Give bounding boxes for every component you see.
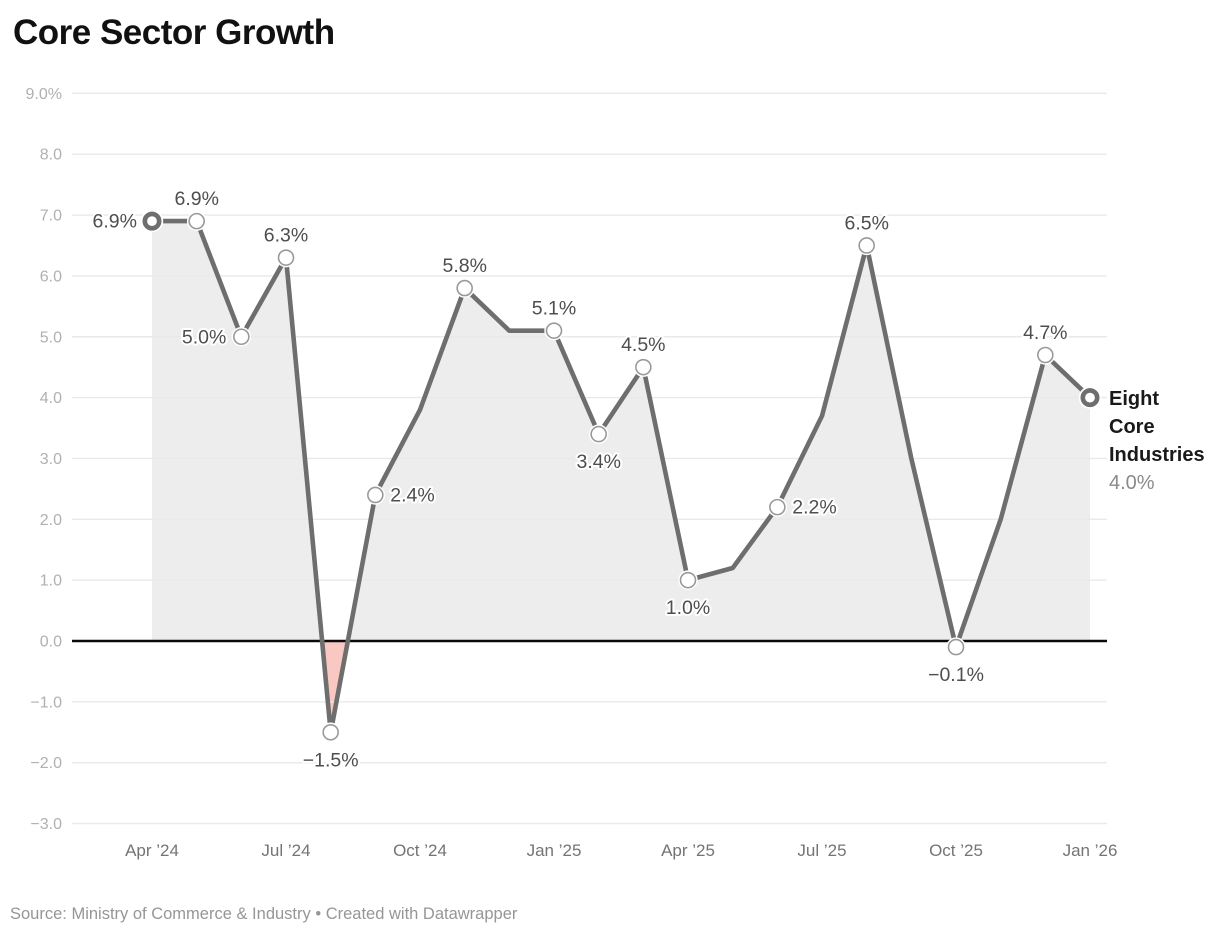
data-label: 2.4% <box>390 485 434 507</box>
data-point-endpoint <box>142 211 162 231</box>
data-point <box>188 212 205 230</box>
series-annotation-line: Core <box>1109 416 1155 438</box>
data-label: 6.3% <box>264 225 308 247</box>
series-annotation-line: Industries <box>1109 444 1205 466</box>
y-axis-tick-label: 3.0 <box>40 451 62 468</box>
y-axis-tick-label: 4.0 <box>40 390 62 407</box>
y-axis-tick-label: 0.0 <box>40 634 62 651</box>
y-axis-tick-label: 9.0% <box>26 86 62 103</box>
x-axis-tick-label: Jul ’25 <box>797 841 846 860</box>
x-axis-tick-label: Oct ’24 <box>393 841 447 860</box>
data-label: −1.5% <box>303 749 359 771</box>
data-label: 4.5% <box>621 334 665 356</box>
y-axis-tick-label: 7.0 <box>40 208 62 225</box>
series-annotation-line: Eight <box>1109 388 1159 410</box>
data-point <box>456 279 473 297</box>
data-label: 3.4% <box>576 451 620 473</box>
series-line <box>149 218 1093 735</box>
area-fill-positive <box>152 221 1090 641</box>
data-point <box>947 638 965 656</box>
data-point <box>1037 346 1054 364</box>
data-point <box>769 498 786 516</box>
y-axis-tick-label: −2.0 <box>30 755 62 772</box>
source-footer: Source: Ministry of Commerce & Industry … <box>10 905 518 923</box>
y-axis-tick-label: 8.0 <box>40 147 62 164</box>
x-axis-tick-label: Oct ’25 <box>929 841 983 860</box>
y-axis-labels: 9.0% 8.0 7.0 6.0 5.0 4.0 3.0 2.0 1.0 0.0 −1.0 −2.0 −… <box>26 86 63 833</box>
x-axis-tick-label: Apr ’25 <box>661 841 715 860</box>
data-label: 2.2% <box>792 497 836 519</box>
data-point <box>277 249 295 266</box>
data-point <box>590 425 607 443</box>
y-axis-tick-label: −1.0 <box>30 694 62 711</box>
x-axis-labels: Apr ’24 Jul ’24 Oct ’24 Jan ’25 Apr ’25 Jul ’… <box>125 841 1117 860</box>
data-label: 1.0% <box>666 597 710 619</box>
data-label: 5.8% <box>442 255 486 277</box>
data-point <box>679 571 697 589</box>
series-annotation: Eight Core Industries 4.0% <box>1109 385 1220 497</box>
x-axis-tick-label: Apr ’24 <box>125 841 179 860</box>
data-point <box>233 328 250 346</box>
data-point <box>858 237 875 254</box>
chart-title: Core Sector Growth <box>13 13 335 52</box>
data-label: 5.1% <box>532 298 576 320</box>
data-labels: 6.9% 6.9% 5.0% 6.3% −1.5% 2.4% 5.8% 5.1% 3.4% 4.5… <box>91 186 1070 773</box>
data-point <box>545 322 563 339</box>
x-axis-tick-label: Jan ’25 <box>527 841 582 860</box>
series-annotation-value: 4.0% <box>1109 472 1155 494</box>
data-point-endpoint <box>1080 388 1100 408</box>
data-point <box>322 723 339 741</box>
data-label: 6.9% <box>93 211 137 233</box>
gridlines <box>72 92 1107 825</box>
y-axis-tick-label: −3.0 <box>30 816 62 833</box>
data-points <box>140 209 1102 743</box>
y-axis-tick-label: 2.0 <box>40 512 62 529</box>
data-point <box>367 486 384 504</box>
y-axis-tick-label: 6.0 <box>40 268 62 285</box>
y-axis-tick-label: 5.0 <box>40 329 62 346</box>
y-axis-tick-label: 1.0 <box>40 573 62 590</box>
data-label: 6.5% <box>844 213 888 235</box>
x-axis-tick-label: Jan ’26 <box>1063 841 1118 860</box>
data-label: −0.1% <box>928 664 984 686</box>
x-axis-tick-label: Jul ’24 <box>261 841 310 860</box>
data-label: 6.9% <box>174 188 218 210</box>
data-point <box>635 358 652 376</box>
data-label: 5.0% <box>182 326 226 348</box>
data-label: 4.7% <box>1023 322 1067 344</box>
